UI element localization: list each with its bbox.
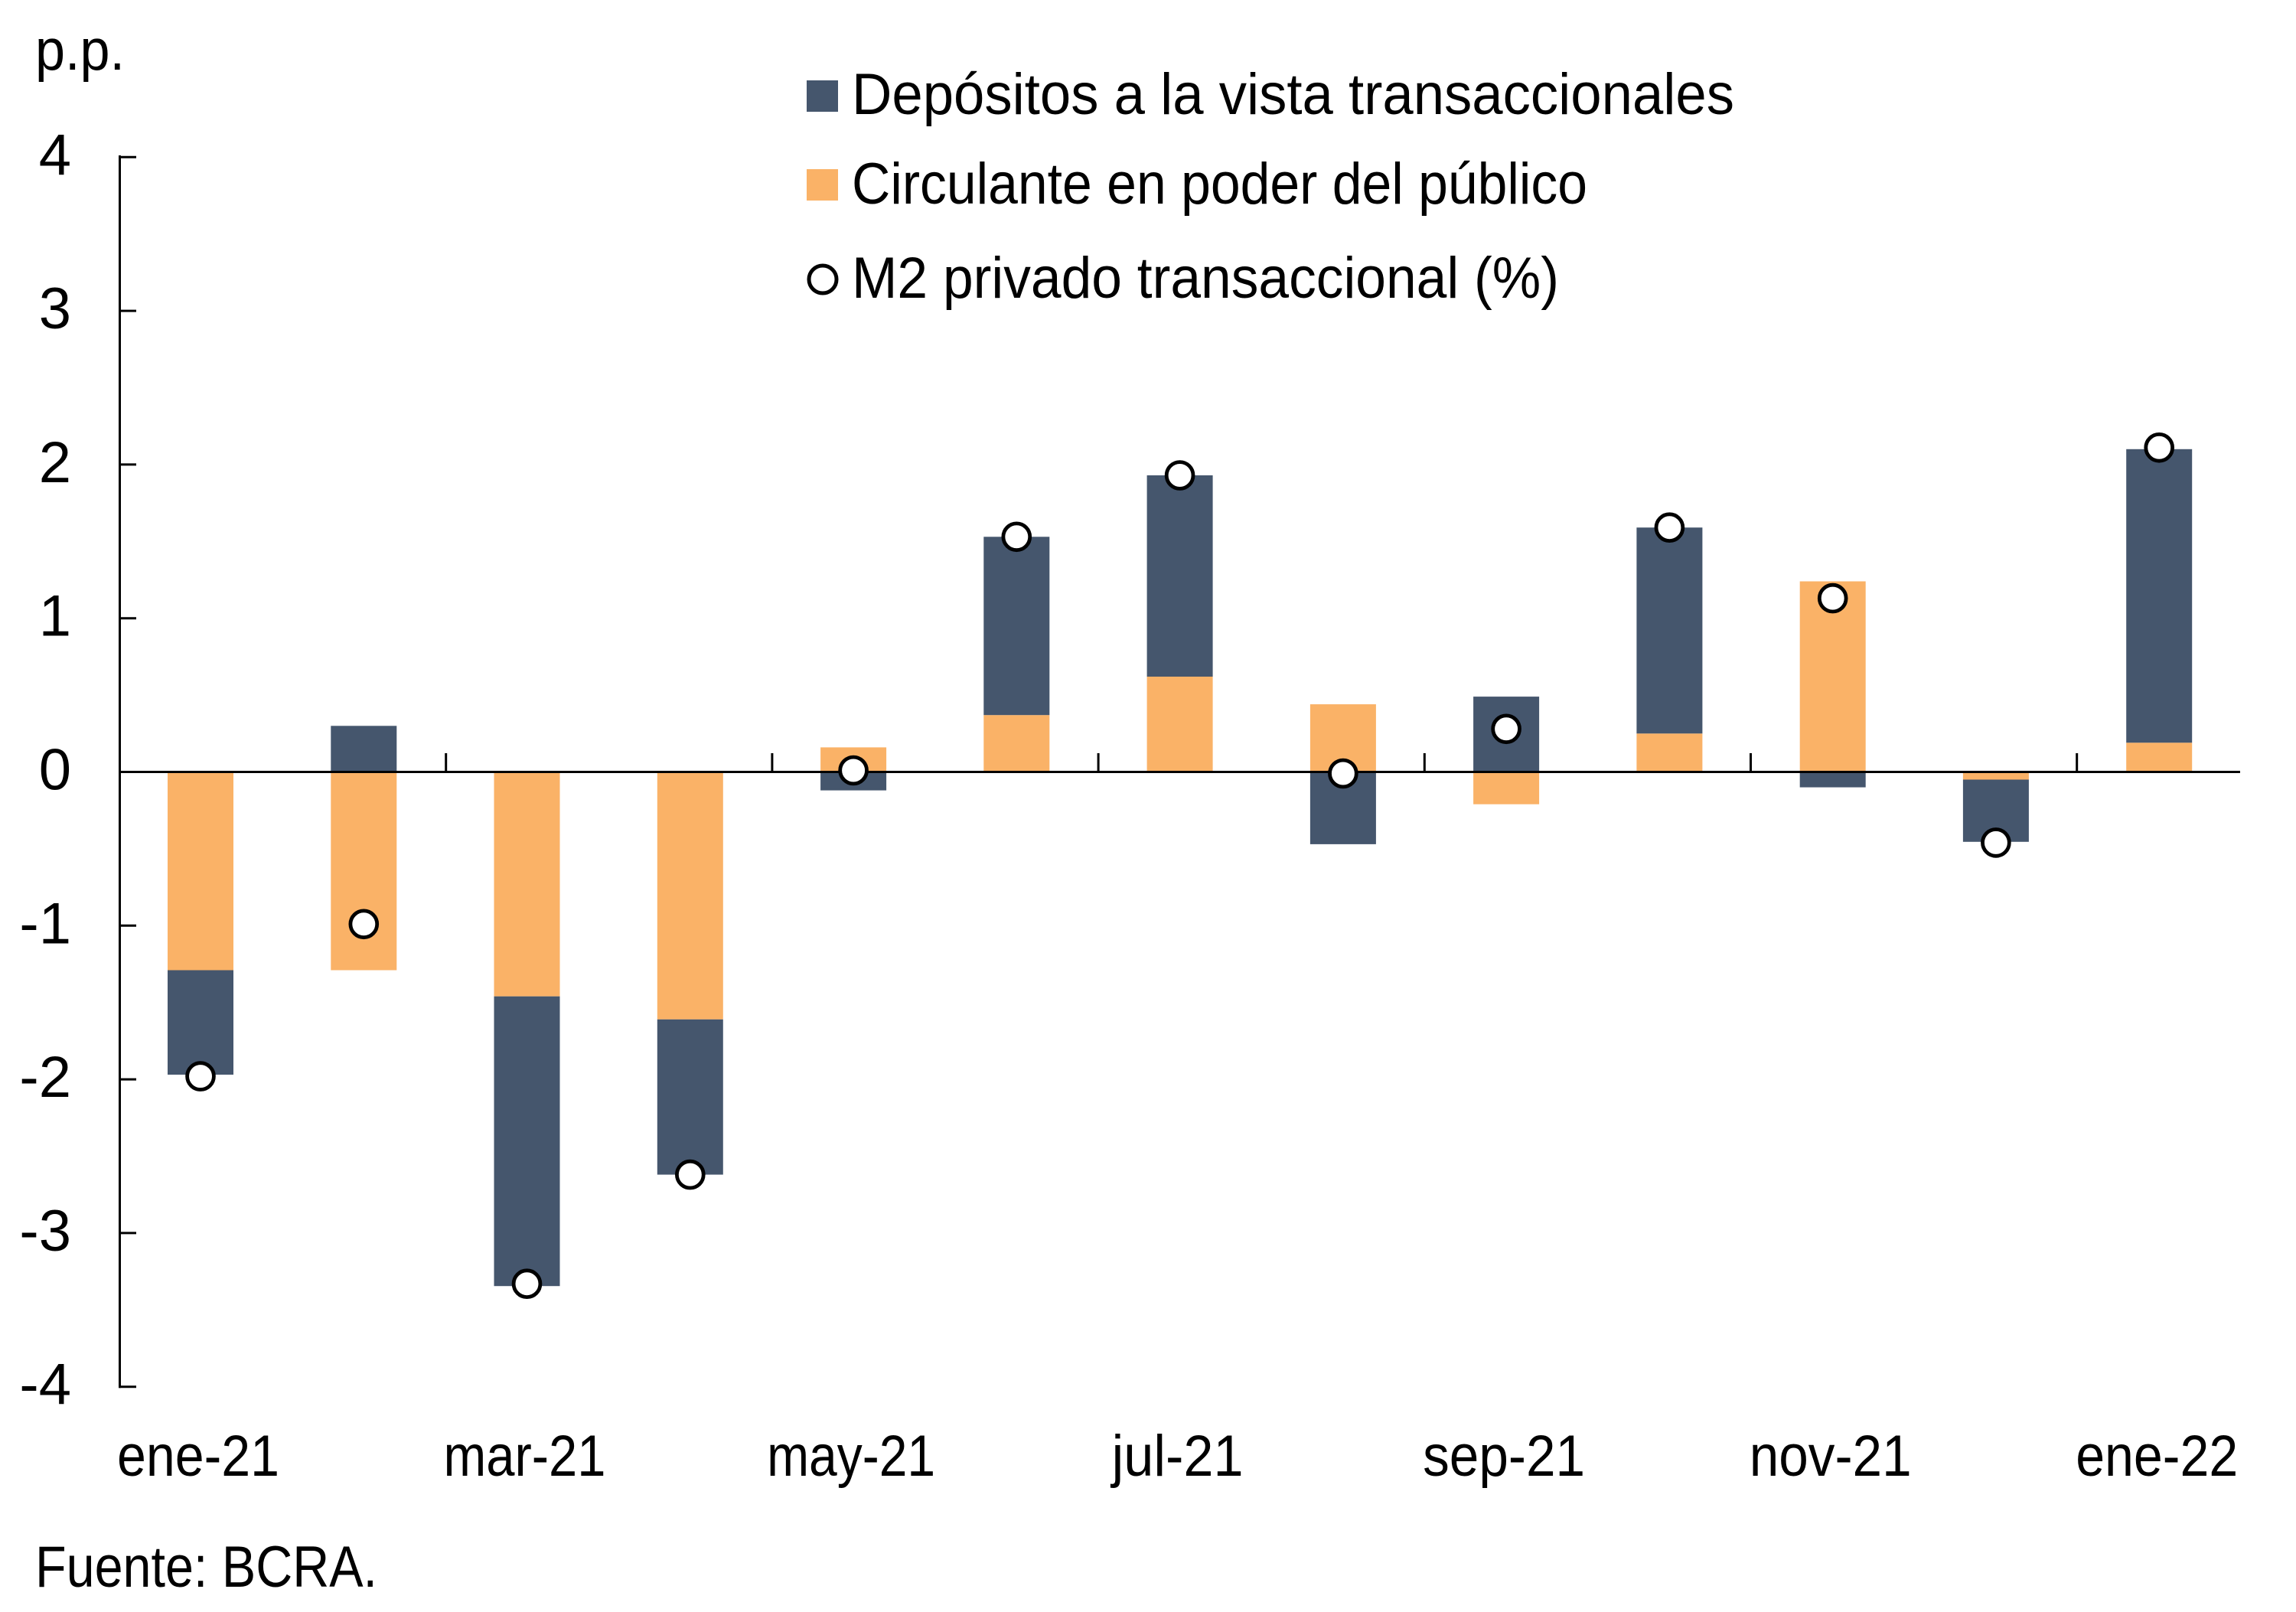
svg-text:ene-21: ene-21: [117, 1424, 279, 1489]
svg-text:0: 0: [39, 738, 71, 803]
svg-text:-1: -1: [19, 891, 71, 956]
svg-text:sep-21: sep-21: [1423, 1424, 1585, 1489]
svg-text:nov-21: nov-21: [1750, 1424, 1912, 1489]
svg-text:jul-21: jul-21: [1110, 1424, 1244, 1489]
svg-text:1: 1: [39, 584, 71, 649]
svg-text:p.p.: p.p.: [35, 18, 125, 83]
svg-text:Depósitos a la vista transacci: Depósitos a la vista transaccionales: [852, 62, 1734, 127]
svg-text:4: 4: [39, 122, 71, 188]
svg-text:M2 privado transaccional (%): M2 privado transaccional (%): [852, 246, 1559, 311]
svg-text:-3: -3: [19, 1199, 71, 1264]
svg-text:Fuente: BCRA.: Fuente: BCRA.: [35, 1535, 377, 1600]
svg-text:3: 3: [39, 276, 71, 341]
svg-text:ene-22: ene-22: [2076, 1424, 2238, 1489]
svg-text:-2: -2: [19, 1045, 71, 1110]
svg-text:mar-21: mar-21: [444, 1424, 606, 1489]
svg-text:may-21: may-21: [767, 1424, 935, 1489]
svg-text:Circulante en poder del públic: Circulante en poder del público: [852, 152, 1587, 217]
svg-text:2: 2: [39, 430, 71, 495]
svg-text:-4: -4: [19, 1353, 71, 1418]
